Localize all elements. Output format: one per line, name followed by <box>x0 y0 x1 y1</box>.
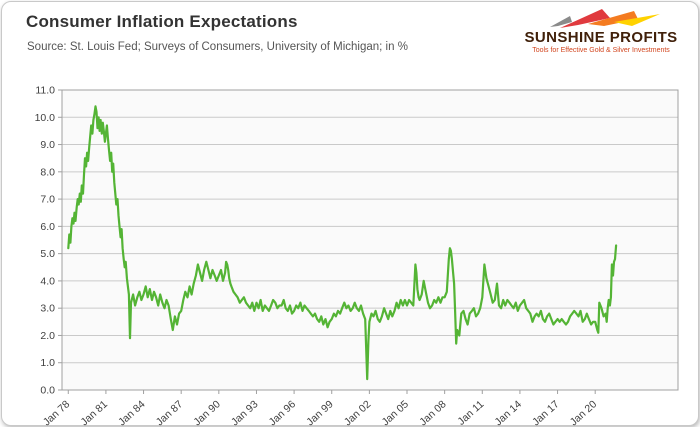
logo-brand-name: SUNSHINE PROFITS <box>524 29 678 46</box>
y-tick-label: 10.0 <box>35 112 56 124</box>
y-tick-label: 9.0 <box>40 139 55 151</box>
page-title: Consumer Inflation Expectations <box>26 12 298 31</box>
logo-tagline: Tools for Effective Gold & Silver Invest… <box>532 47 670 54</box>
y-tick-label: 8.0 <box>40 166 55 178</box>
y-tick-label: 1.0 <box>40 357 55 369</box>
x-tick-label: Jan 17 <box>530 398 562 426</box>
inflation-chart-svg: 0.0 1.0 2.0 3.0 4.0 5.0 6.0 7.0 8.0 9.0 10.0 11.0 Ja… <box>35 85 679 426</box>
y-tick-label: 3.0 <box>40 303 55 315</box>
sunshine-profits-logo: SUNSHINE PROFITS Tools for Effective Gol… <box>516 7 686 54</box>
x-tick-label: Jan 81 <box>78 398 110 426</box>
x-tick-label: Jan 84 <box>116 398 148 426</box>
x-tick-label: Jan 87 <box>154 398 186 426</box>
y-tick-label: 6.0 <box>40 221 55 233</box>
x-tick-label: Jan 05 <box>380 398 412 426</box>
plot-area <box>62 90 678 390</box>
plot-border <box>61 89 679 391</box>
y-tick-label: 5.0 <box>40 248 55 260</box>
x-tick-label: Jan 99 <box>304 398 336 426</box>
x-tick-label: Jan 20 <box>568 398 600 426</box>
y-tick-label: 4.0 <box>40 275 55 287</box>
x-tick-label: Jan 14 <box>492 398 524 426</box>
y-tick-label: 0.0 <box>40 385 55 397</box>
inflation-expectations-line <box>67 105 618 381</box>
y-tick-label: 11.0 <box>35 85 55 97</box>
x-tick-label: Jan 11 <box>455 398 486 426</box>
logo-arrows-icon <box>550 9 660 28</box>
x-tick-label: Jan 08 <box>417 398 449 426</box>
x-tick-label: Jan 96 <box>267 398 299 426</box>
source-note: Source: St. Louis Fed; Surveys of Consum… <box>27 41 408 53</box>
x-tick-label: Jan 90 <box>191 398 223 426</box>
y-tick-label: 7.0 <box>40 194 55 206</box>
x-tick-label: Jan 93 <box>229 398 261 426</box>
x-tick-label: Jan 78 <box>41 398 73 426</box>
x-tick-label: Jan 02 <box>342 398 374 426</box>
y-tick-label: 2.0 <box>40 330 55 342</box>
